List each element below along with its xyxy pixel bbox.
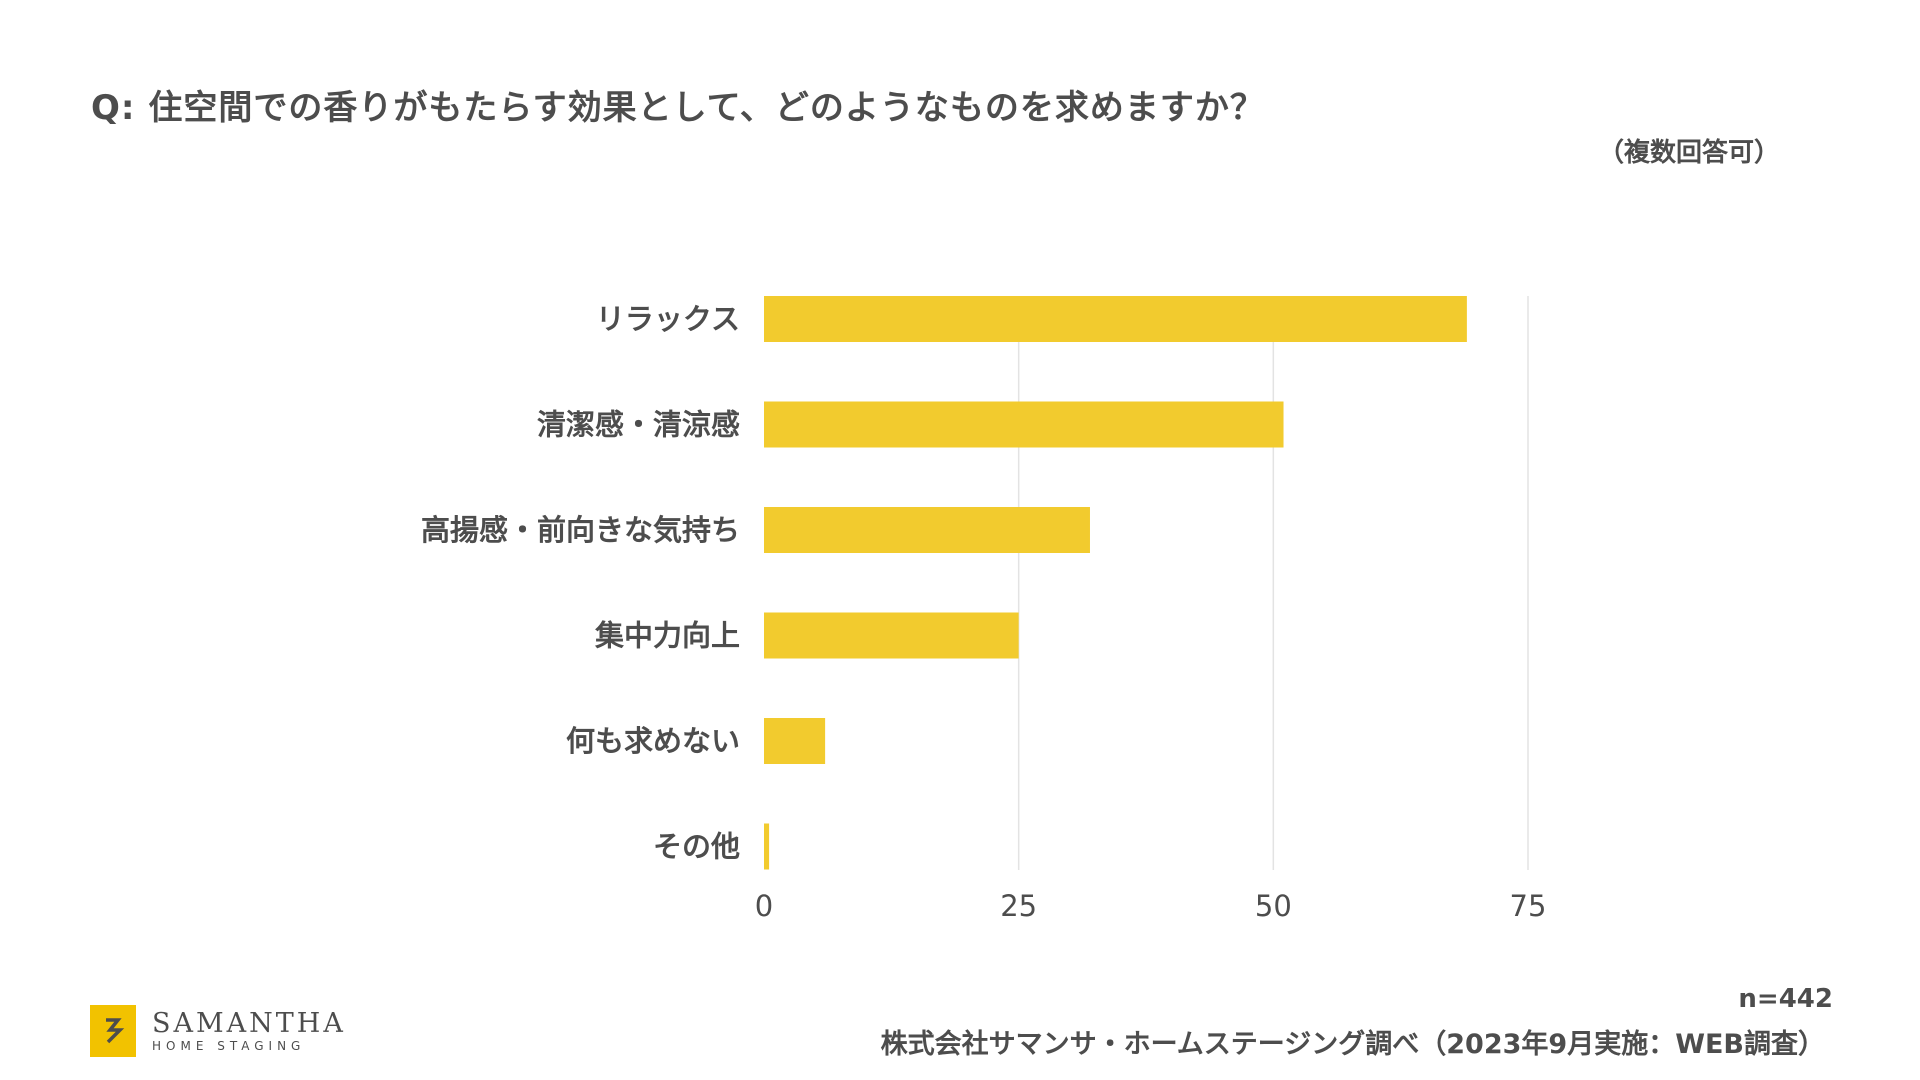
bar-1 [764,401,1284,448]
x-tick-label-25: 25 [1000,889,1037,923]
chart-title: Q: 住空間での香りがもたらす効果として、どのようなものを求めますか？ [91,88,1265,128]
bar-5 [764,823,770,870]
category-label-0: リラックス [596,302,740,336]
chart-subtitle: （複数回答可） [1597,138,1780,168]
x-tick-label-0: 0 [755,889,773,923]
bar-0 [764,296,1467,342]
source-note: 株式会社サマンサ・ホームステージング調べ（2023年9月実施：WEB調査） [880,1029,1825,1060]
x-tick-label-75: 75 [1510,889,1547,923]
x-tick-label-50: 50 [1255,889,1292,923]
logo-mark-icon [90,1005,136,1057]
bar-2 [764,507,1090,553]
category-label-5: その他 [653,830,740,864]
category-label-4: 何も求めない [566,724,740,758]
category-label-1: 清潔感・清涼感 [537,408,740,442]
category-label-3: 集中力向上 [594,619,740,653]
logo-name: SAMANTHA [152,1008,346,1039]
bar-3 [764,612,1019,659]
category-label-2: 高揚感・前向きな気持ち [421,513,740,547]
logo-subtitle: HOME STAGING [152,1039,306,1053]
company-logo: SAMANTHA HOME STAGING [90,1005,346,1057]
bar-4 [764,718,826,764]
sample-size-label: n=442 [1738,984,1833,1014]
